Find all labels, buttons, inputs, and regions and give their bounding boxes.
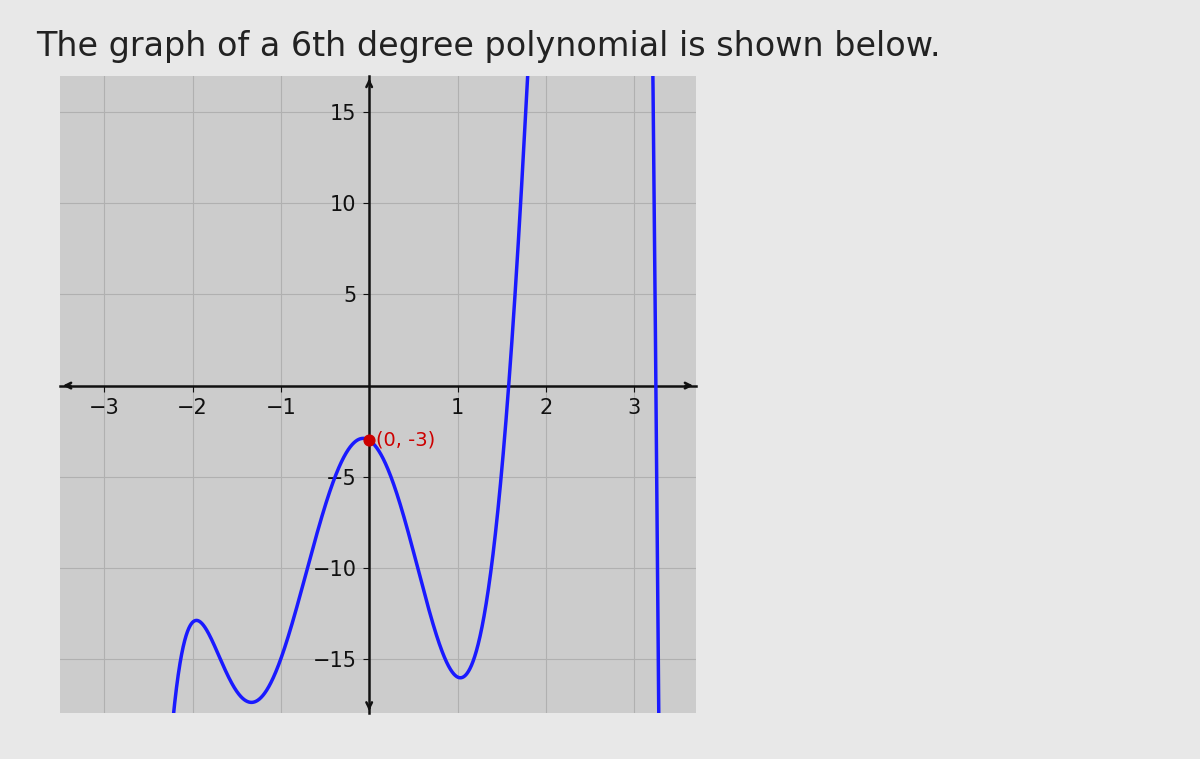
Text: (0, -3): (0, -3)	[377, 430, 436, 449]
Point	[360, 434, 379, 446]
Text: The graph of a 6th degree polynomial is shown below.: The graph of a 6th degree polynomial is …	[36, 30, 941, 63]
